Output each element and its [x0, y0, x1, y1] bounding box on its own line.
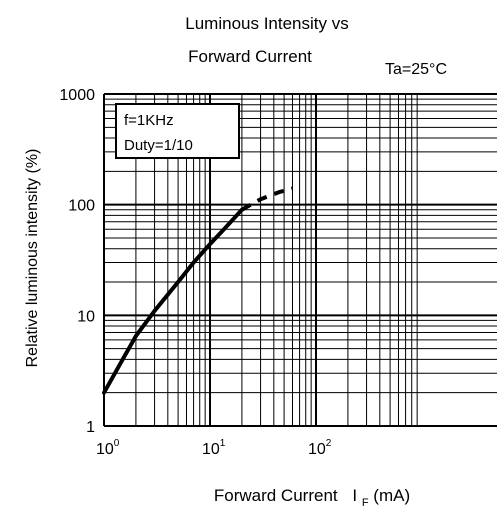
y-tick-label: 10	[77, 308, 95, 325]
x-tick-label: 100	[96, 438, 120, 458]
legend-duty: Duty=1/10	[124, 137, 193, 154]
y-tick-label: 1000	[59, 87, 95, 104]
curves	[102, 186, 294, 395]
legend-box: f=1KHz Duty=1/10	[115, 103, 240, 159]
y-tick-label: 100	[68, 198, 95, 215]
chart-title-line-1: Luminous Intensity vs	[185, 14, 348, 33]
y-tick-label: 1	[86, 419, 95, 436]
legend-frame	[115, 103, 240, 159]
x-tick-label: 102	[308, 438, 332, 458]
x-axis-subscript: F	[362, 497, 369, 509]
legend-frequency: f=1KHz	[124, 112, 174, 129]
y-axis-label: Relative luminous intensity (%)	[24, 149, 41, 368]
x-axis-label: Forward Current I F (mA)	[214, 486, 410, 510]
x-axis-label-text: Forward Current	[214, 486, 338, 505]
curve-solid	[102, 207, 244, 395]
x-axis-unit: (mA)	[373, 486, 410, 505]
curve-dashed	[240, 186, 294, 212]
chart-title-line-2: Forward Current	[188, 47, 312, 66]
tick-labels: 1 10 100 1000 100 101 102	[59, 87, 331, 458]
x-tick-label: 101	[202, 438, 226, 458]
test-condition: Ta=25°C	[385, 61, 447, 78]
x-axis-symbol: I	[352, 486, 357, 505]
